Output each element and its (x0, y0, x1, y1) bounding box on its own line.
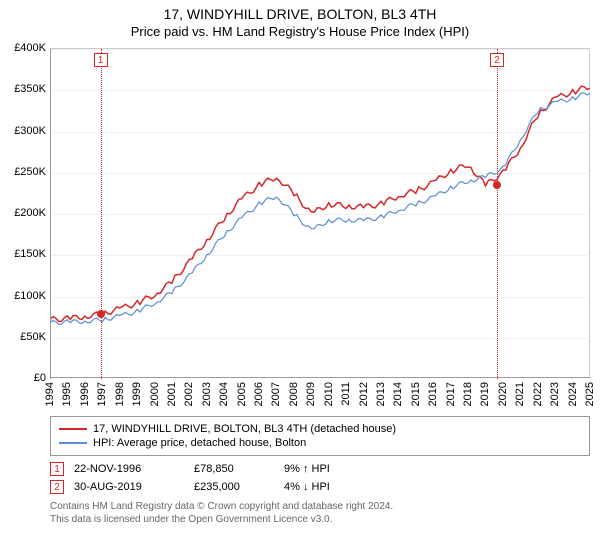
legend-label: HPI: Average price, detached house, Bolt… (93, 437, 306, 449)
sale-row: 2 30-AUG-2019 £235,000 4% ↓ HPI (50, 480, 590, 494)
x-tick-label: 2016 (427, 382, 439, 406)
legend-and-footer: 17, WINDYHILL DRIVE, BOLTON, BL3 4TH (de… (50, 416, 590, 526)
x-tick-label: 2020 (497, 382, 509, 406)
x-tick-label: 2000 (149, 382, 161, 406)
sale-pct-vs-hpi: 4% ↓ HPI (284, 481, 374, 493)
chart-subtitle: Price paid vs. HM Land Registry's House … (0, 24, 600, 39)
y-tick-label: £100K (2, 290, 46, 302)
y-tick-label: £350K (2, 83, 46, 95)
x-tick-label: 2011 (340, 382, 352, 406)
x-tick-label: 2023 (549, 382, 561, 406)
legend-row: 17, WINDYHILL DRIVE, BOLTON, BL3 4TH (de… (59, 423, 581, 435)
x-tick-label: 2024 (567, 382, 579, 406)
series-price_paid (50, 86, 590, 321)
sale-marker-dot (493, 181, 501, 189)
x-tick-label: 2017 (445, 382, 457, 406)
x-tick-label: 2007 (270, 382, 282, 406)
copyright-line: Contains HM Land Registry data © Crown c… (50, 500, 590, 513)
title-block: 17, WINDYHILL DRIVE, BOLTON, BL3 4TH Pri… (0, 0, 600, 39)
x-tick-label: 1998 (114, 382, 126, 406)
copyright-notice: Contains HM Land Registry data © Crown c… (50, 500, 590, 526)
sale-price: £78,850 (194, 463, 274, 475)
x-tick-label: 2006 (253, 382, 265, 406)
sale-marker-badge: 2 (490, 53, 504, 67)
x-axis (50, 377, 590, 378)
x-tick-label: 2015 (410, 382, 422, 406)
sale-marker-line (101, 49, 102, 379)
x-tick-label: 2018 (462, 382, 474, 406)
x-tick-label: 2021 (514, 382, 526, 406)
x-tick-label: 2012 (358, 382, 370, 406)
legend-label: 17, WINDYHILL DRIVE, BOLTON, BL3 4TH (de… (93, 423, 396, 435)
x-tick-label: 1994 (44, 382, 56, 406)
x-tick-label: 2001 (166, 382, 178, 406)
x-tick-label: 2009 (305, 382, 317, 406)
sale-marker-dot (97, 310, 105, 318)
sale-row-badge: 2 (50, 480, 64, 494)
legend-swatch (59, 442, 87, 444)
x-tick-label: 2022 (532, 382, 544, 406)
chart-area: 12 £0£50K£100K£150K£200K£250K£300K£350K£… (50, 48, 590, 408)
legend-swatch (59, 428, 87, 430)
x-tick-label: 2005 (236, 382, 248, 406)
x-tick-label: 2008 (288, 382, 300, 406)
sale-marker-badge: 1 (94, 53, 108, 67)
chart-title: 17, WINDYHILL DRIVE, BOLTON, BL3 4TH (0, 6, 600, 22)
plot-region: 12 (50, 48, 590, 378)
x-tick-label: 2004 (218, 382, 230, 406)
legend-box: 17, WINDYHILL DRIVE, BOLTON, BL3 4TH (de… (50, 416, 590, 456)
y-tick-label: £400K (2, 42, 46, 54)
x-tick-label: 1997 (96, 382, 108, 406)
y-tick-label: £50K (2, 331, 46, 343)
y-axis (50, 49, 51, 379)
x-tick-label: 2003 (201, 382, 213, 406)
x-tick-label: 2014 (392, 382, 404, 406)
legend-row: HPI: Average price, detached house, Bolt… (59, 437, 581, 449)
x-tick-label: 2013 (375, 382, 387, 406)
x-tick-label: 1999 (131, 382, 143, 406)
sale-row: 1 22-NOV-1996 £78,850 9% ↑ HPI (50, 462, 590, 476)
sale-row-badge: 1 (50, 462, 64, 476)
y-tick-label: £150K (2, 248, 46, 260)
y-tick-label: £300K (2, 125, 46, 137)
sale-date: 22-NOV-1996 (74, 463, 184, 475)
x-tick-label: 2025 (584, 382, 596, 406)
sale-date: 30-AUG-2019 (74, 481, 184, 493)
x-tick-label: 2019 (479, 382, 491, 406)
x-tick-label: 1995 (61, 382, 73, 406)
y-tick-label: £250K (2, 166, 46, 178)
sales-table: 1 22-NOV-1996 £78,850 9% ↑ HPI 2 30-AUG-2019 £… (50, 462, 590, 494)
copyright-line: This data is licensed under the Open Gov… (50, 513, 590, 526)
x-tick-label: 2010 (323, 382, 335, 406)
sale-pct-vs-hpi: 9% ↑ HPI (284, 463, 374, 475)
sale-marker-line (497, 49, 498, 379)
line-series (50, 49, 590, 379)
chart-container: 17, WINDYHILL DRIVE, BOLTON, BL3 4TH Pri… (0, 0, 600, 560)
x-tick-label: 2002 (183, 382, 195, 406)
sale-price: £235,000 (194, 481, 274, 493)
y-tick-label: £200K (2, 207, 46, 219)
x-tick-label: 1996 (79, 382, 91, 406)
y-tick-label: £0 (2, 372, 46, 384)
